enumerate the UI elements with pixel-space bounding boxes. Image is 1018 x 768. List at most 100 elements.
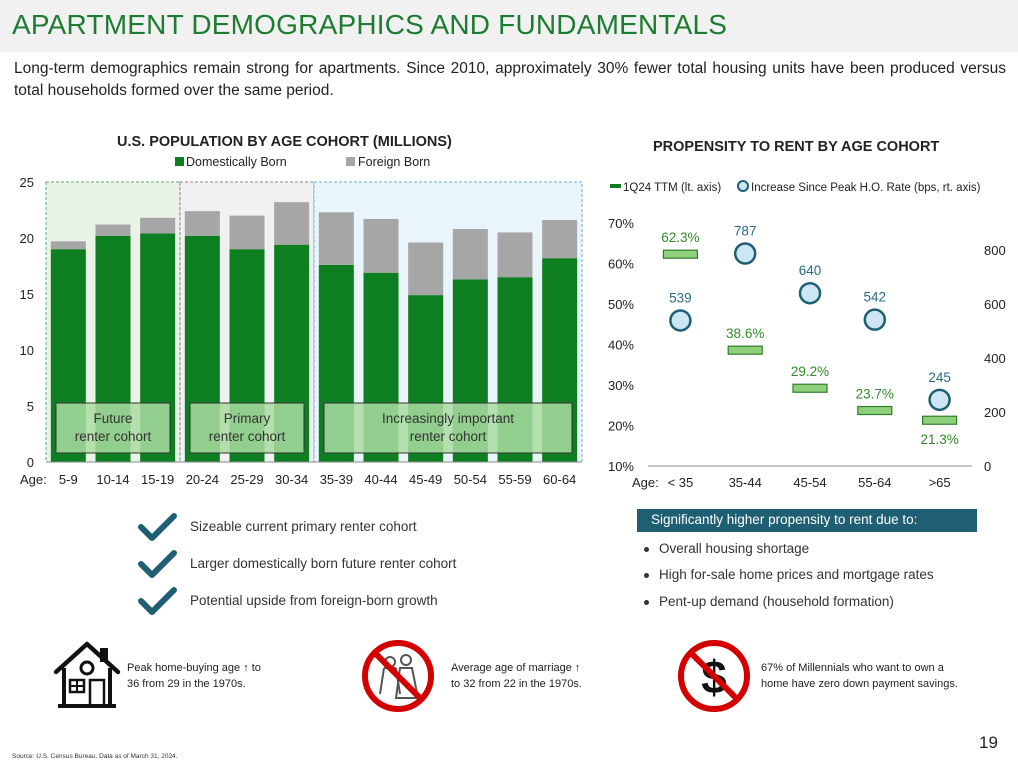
bps-marker	[928, 388, 951, 412]
reasons-heading-box: Significantly higher propensity to rent …	[637, 509, 977, 532]
bar-foreign	[497, 232, 533, 278]
cohort-label: Primary	[224, 411, 271, 426]
bps-data-label: 245	[928, 370, 951, 385]
source-note: Source: U.S. Census Bureau. Data as of M…	[12, 753, 178, 760]
x-tick-label: 50-54	[454, 472, 487, 487]
page-number: 19	[979, 733, 998, 752]
legend-swatch	[737, 180, 749, 192]
propensity-data-label: 23.7%	[856, 387, 894, 402]
bps-marker	[863, 308, 887, 331]
y-left-tick-label: 10%	[608, 459, 634, 474]
checklist-text: Potential upside from foreign-born growt…	[190, 593, 438, 608]
bps-data-label: 539	[669, 290, 692, 305]
x-tick-label: 10-14	[96, 472, 129, 487]
x-tick-label: 55-64	[858, 475, 891, 490]
x-tick-label: 45-54	[793, 475, 826, 490]
cohort-label: renter cohort	[75, 429, 152, 444]
page-title: APARTMENT DEMOGRAPHICS AND FUNDAMENTALS	[12, 9, 728, 40]
fact-down-payment: 67% of Millennials who want to own a home…	[761, 662, 958, 690]
x-axis-prefix: Age:	[20, 472, 47, 487]
bps-marker	[669, 309, 692, 332]
legend-label: 1Q24 TTM (lt. axis)	[623, 182, 721, 194]
no-dollar-icon: $	[678, 640, 750, 712]
bps-marker	[733, 242, 757, 265]
bps-data-label: 542	[864, 290, 887, 305]
propensity-marker	[662, 249, 699, 259]
x-tick-label: < 35	[668, 475, 694, 490]
propensity-marker	[792, 383, 828, 393]
bullet-icon	[644, 573, 649, 578]
propensity-data-label: 29.2%	[791, 364, 829, 379]
legend-label: Increase Since Peak H.O. Rate (bps, rt. …	[751, 182, 981, 194]
fact-home-buying: Peak home-buying age ↑ to 36 from 29 in t…	[127, 662, 261, 690]
y-left-tick-label: 70%	[608, 216, 634, 231]
x-axis-prefix: Age:	[632, 475, 659, 490]
propensity-marker	[857, 405, 893, 416]
x-tick-label: 25-29	[230, 472, 263, 487]
bullet-icon	[644, 547, 649, 552]
cohort-label: Future	[93, 411, 132, 426]
y-tick-label: 0	[27, 455, 34, 470]
checkmark-icon	[138, 550, 177, 578]
cohort-label-box	[55, 402, 171, 454]
propensity-marker	[922, 415, 958, 425]
bullet-icon	[644, 600, 649, 605]
checkmark-icon	[138, 587, 177, 615]
x-tick-label: 30-34	[275, 472, 308, 487]
y-right-tick-label: 600	[984, 297, 1006, 312]
x-tick-label: 35-39	[320, 472, 353, 487]
bar-foreign	[318, 212, 354, 265]
cohort-label: renter cohort	[410, 429, 487, 444]
no-marriage-icon	[362, 640, 434, 712]
cohort-label-box	[323, 402, 573, 454]
cohort-label: renter cohort	[209, 429, 286, 444]
propensity-marker	[727, 345, 763, 355]
y-left-tick-label: 50%	[608, 297, 634, 312]
propensity-data-label: 62.3%	[661, 230, 699, 245]
bar-foreign	[50, 241, 86, 250]
population-chart: 0 5 10 15 20 25 5-9 10-14 15-19 20-24 25-29 30-34 35…	[20, 155, 583, 487]
legend-label: Foreign Born	[358, 155, 430, 169]
bar-foreign	[363, 218, 399, 273]
y-left-tick-label: 60%	[608, 257, 634, 272]
bar-foreign	[184, 211, 220, 236]
checklist-item: Sizeable current primary renter cohort	[138, 512, 558, 542]
legend-swatch	[610, 184, 621, 188]
propensity-chart: 10% 20% 30% 40% 50% 60% 70% 0 200 400 600 800 Age: < …	[608, 180, 1006, 490]
checkmark-icon	[138, 513, 177, 541]
population-chart-title: U.S. POPULATION BY AGE COHORT (MILLIONS)	[117, 134, 452, 150]
cohort-label: Increasingly important	[382, 411, 514, 426]
x-tick-label: 55-59	[498, 472, 531, 487]
checklist-text: Sizeable current primary renter cohort	[190, 519, 417, 534]
legend-swatch	[346, 157, 355, 166]
y-tick-label: 15	[20, 287, 34, 302]
cohort-label-box	[189, 402, 305, 454]
bar-foreign	[229, 215, 265, 250]
bar-foreign	[452, 229, 488, 280]
x-tick-label: 20-24	[186, 472, 219, 487]
y-tick-label: 5	[27, 399, 34, 414]
legend-swatch	[175, 157, 184, 166]
x-tick-label: 45-49	[409, 472, 442, 487]
propensity-data-label: 38.6%	[726, 326, 764, 341]
x-tick-label: 5-9	[59, 472, 78, 487]
checklist-item: Larger domestically born future renter c…	[138, 549, 558, 579]
y-tick-label: 10	[20, 343, 34, 358]
bar-foreign	[95, 224, 131, 236]
reasons-heading: Significantly higher propensity to rent …	[651, 512, 918, 527]
house-icon	[53, 641, 121, 708]
y-right-tick-label: 0	[984, 459, 991, 474]
bps-marker	[798, 281, 822, 305]
x-tick-label: 35-44	[729, 475, 762, 490]
x-tick-label: 15-19	[141, 472, 174, 487]
y-left-tick-label: 30%	[608, 378, 634, 393]
propensity-chart-title: PROPENSITY TO RENT BY AGE COHORT	[653, 139, 940, 155]
title-bar	[0, 0, 1018, 52]
x-tick-label: 60-64	[543, 472, 576, 487]
y-right-tick-label: 200	[984, 405, 1006, 420]
bar-foreign	[140, 217, 176, 234]
page-subtitle: Long-term demographics remain strong for…	[14, 60, 1006, 99]
checklist-text: Larger domestically born future renter c…	[190, 556, 457, 571]
y-tick-label: 25	[20, 175, 34, 190]
y-left-tick-label: 40%	[608, 338, 634, 353]
